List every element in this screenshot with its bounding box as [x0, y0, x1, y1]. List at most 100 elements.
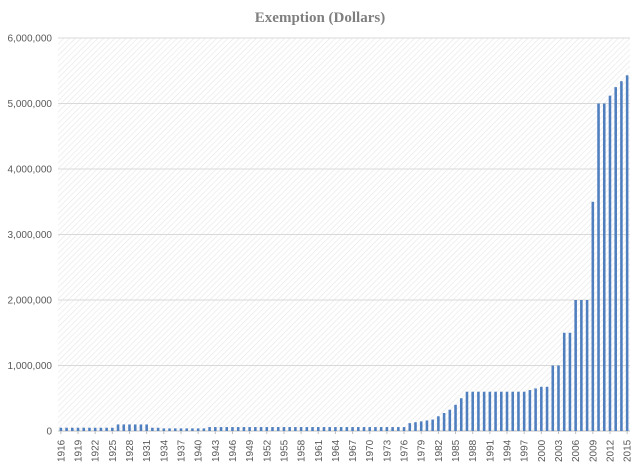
x-tick-label: 1973: [382, 439, 393, 462]
y-tick-label: 5,000,000: [8, 99, 53, 110]
bar-1931: [145, 424, 148, 431]
y-tick-label: 4,000,000: [8, 165, 53, 176]
bar-1919: [76, 427, 80, 431]
bar-2014: [620, 81, 623, 431]
bar-1926: [116, 424, 120, 431]
x-tick-label: 1982: [434, 439, 445, 462]
bar-1928: [128, 424, 131, 431]
x-tick-label: 1985: [451, 439, 462, 462]
bar-1952: [265, 427, 269, 431]
bar-1962: [322, 427, 326, 431]
bar-1983: [442, 412, 446, 431]
bar-1980: [425, 420, 429, 431]
x-tick-label: 1970: [365, 439, 376, 462]
bar-2001: [545, 386, 549, 431]
bar-1967: [351, 427, 354, 431]
x-tick-label: 1958: [297, 439, 308, 462]
bar-1950: [254, 427, 257, 431]
bar-1957: [294, 427, 297, 431]
bar-1933: [156, 427, 160, 431]
x-tick-label: 1931: [142, 439, 153, 462]
y-tick-label: 3,000,000: [8, 230, 53, 241]
bar-1953: [271, 427, 274, 431]
bar-1998: [528, 390, 532, 431]
bar-1954: [276, 427, 280, 431]
x-tick-label: 1994: [503, 439, 514, 462]
bar-1972: [379, 427, 383, 431]
bar-2010: [597, 103, 600, 431]
bar-1971: [374, 427, 377, 431]
bar-1937: [179, 428, 183, 431]
bar-1986: [459, 398, 463, 431]
bar-1922: [93, 427, 97, 431]
bar-1970: [368, 427, 372, 431]
bar-1958: [299, 427, 303, 431]
bar-1951: [259, 427, 263, 431]
bar-2015: [625, 75, 629, 431]
bar-1991: [488, 391, 492, 431]
x-tick-label: 1916: [56, 439, 67, 462]
bar-1992: [494, 391, 497, 431]
x-tick-label: 2000: [537, 439, 548, 462]
bar-1959: [305, 427, 309, 431]
bar-1973: [385, 427, 389, 431]
x-tick-label: 1934: [159, 439, 170, 462]
bar-1956: [288, 427, 291, 431]
bar-1946: [231, 427, 234, 431]
bar-1995: [511, 391, 515, 431]
x-tick-label: 1988: [468, 439, 479, 462]
bar-1935: [168, 428, 171, 431]
x-tick-label: 1997: [520, 439, 531, 462]
bar-1929: [133, 424, 137, 431]
bar-1988: [471, 391, 474, 431]
bar-2013: [614, 87, 617, 432]
y-axis: 0 1,000,000 2,000,000 3,000,000 4,000,000 5,0…: [8, 34, 53, 438]
bar-1925: [111, 427, 114, 431]
bar-1978: [414, 422, 417, 431]
bar-1990: [482, 391, 486, 431]
bar-1961: [316, 427, 320, 431]
bar-1945: [225, 427, 229, 431]
x-tick-label: 1925: [108, 439, 119, 462]
bar-1979: [419, 421, 423, 431]
bar-1987: [465, 391, 469, 431]
bar-1993: [500, 391, 503, 431]
x-tick-label: 1946: [228, 439, 239, 462]
bar-1939: [191, 428, 194, 431]
x-tick-label: 1964: [331, 439, 342, 462]
x-tick-label: 2009: [588, 439, 599, 462]
bar-1997: [522, 391, 526, 431]
bar-1938: [185, 428, 188, 431]
bar-2006: [574, 300, 577, 431]
bar-1924: [105, 427, 108, 431]
bar-2002: [551, 365, 555, 431]
bar-1981: [431, 419, 434, 431]
bar-1930: [139, 424, 143, 431]
bar-2009: [591, 201, 595, 431]
bar-2000: [540, 386, 543, 431]
x-tick-label: 1952: [262, 439, 273, 462]
x-tick-label: 2003: [554, 439, 565, 462]
x-tick-label: 1928: [125, 439, 136, 462]
bar-1965: [339, 427, 343, 431]
bar-2003: [557, 365, 560, 431]
y-tick-label: 2,000,000: [8, 296, 53, 307]
bar-1923: [99, 427, 103, 431]
bar-1974: [391, 427, 394, 431]
bar-2011: [602, 103, 606, 431]
bar-1966: [345, 427, 349, 431]
y-tick-label: 0: [46, 427, 52, 438]
bar-1960: [311, 427, 314, 431]
bar-1936: [173, 428, 177, 431]
bar-1942: [208, 427, 211, 431]
bar-1994: [505, 391, 509, 431]
x-tick-label: 1991: [485, 439, 496, 462]
bar-1934: [162, 428, 166, 431]
x-tick-label: 2015: [623, 439, 634, 462]
bar-2012: [608, 95, 612, 431]
x-tick-label: 1943: [211, 439, 222, 462]
bar-1943: [214, 427, 217, 431]
bar-1932: [151, 427, 154, 431]
bar-1963: [328, 427, 331, 431]
bar-1948: [242, 427, 246, 431]
